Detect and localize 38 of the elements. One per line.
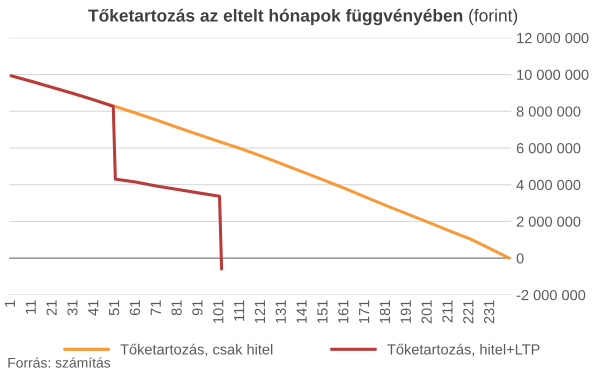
x-tick-label: 61: [130, 300, 140, 316]
y-tick-label: 0: [516, 253, 524, 264]
x-tick-label: 1: [4, 300, 15, 307]
y-tick-label: 12 000 000: [517, 32, 589, 44]
x-tick-label: 101: [213, 300, 224, 323]
x-tick-label: 121: [254, 300, 265, 323]
x-tick-label: 171: [359, 300, 370, 323]
x-tick-label: 211: [442, 300, 452, 322]
x-tick-label: 161: [338, 300, 348, 323]
x-tick-label: 181: [380, 300, 390, 323]
x-tick-label: 191: [400, 300, 411, 323]
y-tick-label: 6 000 000: [516, 143, 580, 154]
x-tick-label: 221: [463, 300, 474, 324]
x-tick-label: 141: [296, 300, 307, 323]
x-tick-label: 11: [26, 300, 36, 314]
legend-label: Tőketartozás, hitel+LTP: [387, 344, 540, 356]
x-tick-label: 111: [234, 300, 244, 321]
y-tick-label: 4 000 000: [516, 180, 580, 190]
x-tick-label: 81: [171, 300, 182, 316]
y-tick-label: 10 000 000: [517, 70, 589, 80]
text: Forrás: számítás: [8, 357, 110, 368]
line-series: [10, 74, 224, 270]
x-tick-label: 151: [317, 300, 328, 323]
x-tick-label: 201: [421, 300, 432, 324]
chart-subtitle: (forint): [469, 8, 518, 26]
x-tick-label: 231: [484, 300, 494, 324]
chart-title: Tőketartozás az eltelt hónapok függvényében: [88, 8, 462, 26]
legend-label: Tőketartozás, csak hitel: [120, 344, 272, 356]
x-tick-label: 131: [276, 300, 286, 323]
x-tick-label: 31: [67, 300, 78, 316]
y-tick-label: 2 000 000: [516, 216, 580, 227]
x-tick-label: 41: [88, 300, 98, 316]
y-tick-label: -2 000 000: [516, 290, 586, 300]
x-tick-label: 71: [150, 300, 161, 316]
y-tick-label: 8 000 000: [516, 106, 580, 117]
x-tick-label: 21: [46, 300, 57, 316]
x-tick-label: 51: [109, 300, 120, 316]
x-tick-label: 91: [192, 300, 203, 316]
